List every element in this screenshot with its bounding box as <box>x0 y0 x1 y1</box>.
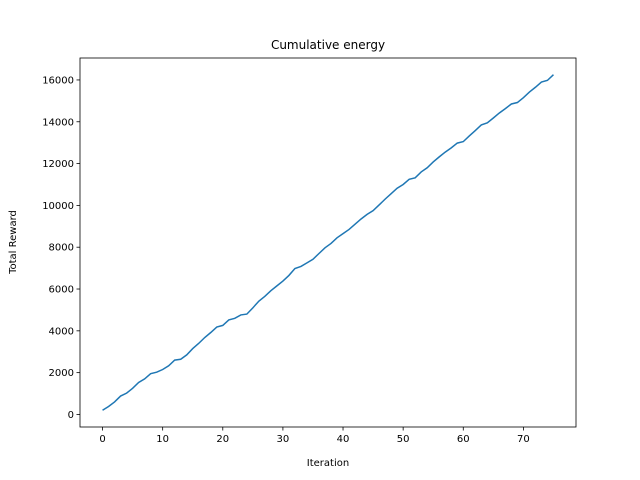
x-tick-label: 0 <box>99 434 105 445</box>
plot-frame <box>79 57 577 428</box>
x-tick-label: 70 <box>517 434 530 445</box>
y-tick-label: 4000 <box>49 326 74 337</box>
y-tick-label: 14000 <box>42 117 74 128</box>
y-tick-label: 10000 <box>42 201 74 212</box>
y-tick-label: 6000 <box>49 285 74 296</box>
x-tick-label: 20 <box>216 434 229 445</box>
y-tick-label: 12000 <box>42 159 74 170</box>
x-tick-label: 40 <box>337 434 350 445</box>
x-axis-label: Iteration <box>307 458 349 469</box>
y-tick-label: 2000 <box>49 368 74 379</box>
y-tick-label: 0 <box>68 410 74 421</box>
x-tick-label: 10 <box>156 434 169 445</box>
y-axis-label: Total Reward <box>8 210 19 275</box>
x-tick-label: 60 <box>457 434 470 445</box>
line-series <box>102 74 554 411</box>
x-tick-label: 50 <box>397 434 410 445</box>
chart-title: Cumulative energy <box>271 38 385 52</box>
y-tick-label: 16000 <box>42 75 74 86</box>
y-tick-label: 8000 <box>49 243 74 254</box>
x-tick-label: 30 <box>277 434 290 445</box>
